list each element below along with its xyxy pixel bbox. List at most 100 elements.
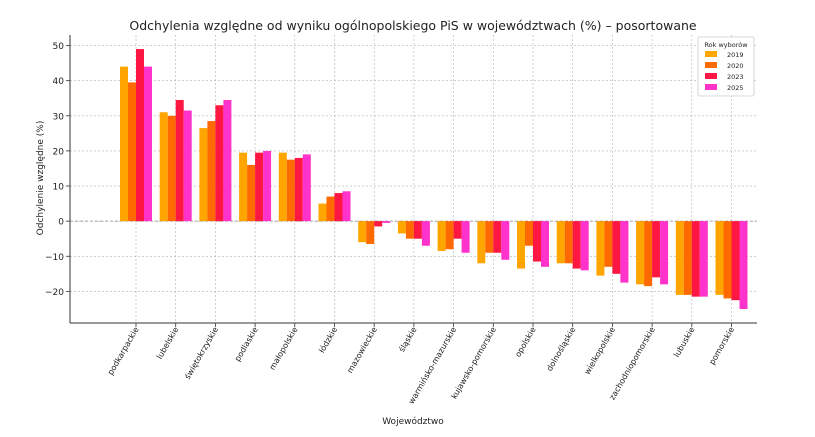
- bar-2020: [366, 221, 375, 244]
- bar-2023: [334, 193, 343, 222]
- bar-2025: [699, 221, 708, 297]
- bar-2025: [620, 221, 629, 283]
- x-tick-label: podlaskie: [233, 325, 260, 363]
- bar-2020: [723, 221, 732, 299]
- bar-2023: [493, 221, 502, 253]
- x-tick-label: podkarpackie: [106, 325, 141, 376]
- x-tick-label: łódzkie: [316, 325, 339, 355]
- bar-2025: [382, 221, 391, 223]
- bar-2020: [405, 221, 414, 239]
- y-tick-label: 40: [53, 77, 65, 87]
- x-tick-label: śląskie: [396, 325, 418, 354]
- x-tick-label: pomorskie: [707, 325, 736, 366]
- bar-2019: [437, 221, 446, 251]
- y-tick-label: 50: [53, 42, 65, 52]
- bar-2019: [715, 221, 724, 295]
- bar-2019: [636, 221, 645, 285]
- legend-swatch-2025: [705, 84, 717, 90]
- bar-2025: [302, 154, 311, 222]
- legend-label-2020: 2020: [727, 62, 744, 70]
- bar-2023: [533, 221, 541, 262]
- bar-2023: [413, 221, 422, 239]
- bar-2020: [445, 221, 454, 250]
- bar-2020: [207, 121, 216, 222]
- bar-2019: [318, 203, 327, 222]
- x-tick-label: wielkopolskie: [583, 325, 617, 376]
- bar-2019: [278, 152, 287, 222]
- bar-2019: [596, 221, 605, 276]
- legend-label-2025: 2025: [727, 84, 744, 92]
- bar-2020: [167, 115, 176, 222]
- bar-2025: [183, 110, 192, 222]
- bar-2023: [374, 221, 383, 227]
- legend: Rok wyborów 2019 2020 2023 2025: [697, 36, 755, 97]
- bar-2023: [453, 221, 462, 239]
- bar-2025: [421, 221, 430, 246]
- x-tick-label: kujawsko-pomorskie: [450, 325, 499, 400]
- legend-swatch-2020: [705, 62, 717, 68]
- bar-2025: [501, 221, 510, 260]
- x-tick-label: świętokrzyskie: [182, 325, 220, 381]
- x-tick-label: lubelskie: [155, 325, 181, 360]
- x-tick-label: małopolskie: [268, 325, 300, 371]
- bar-2020: [604, 221, 613, 267]
- y-axis-label: Odchylenie względne (%): [36, 121, 46, 236]
- legend-title: Rok wyborów: [704, 41, 748, 49]
- x-tick-label: mazowieckie: [345, 325, 379, 374]
- y-tick-label: 0: [58, 218, 64, 228]
- bar-2020: [683, 221, 692, 295]
- bar-2019: [556, 221, 565, 264]
- bar-2025: [541, 221, 549, 267]
- legend-swatch-2019: [705, 51, 717, 57]
- bar-2023: [691, 221, 700, 297]
- y-tick-label: 30: [53, 112, 65, 122]
- bar-2019: [397, 221, 406, 234]
- bar-2019: [120, 66, 128, 222]
- bar-2020: [525, 221, 533, 246]
- bar-2020: [326, 196, 335, 222]
- bar-2025: [660, 221, 669, 285]
- bar-2023: [136, 49, 144, 222]
- bar-2023: [572, 221, 581, 269]
- bar-2023: [652, 221, 661, 278]
- bar-2025: [342, 191, 351, 222]
- bar-2020: [247, 164, 256, 222]
- bar-2023: [255, 152, 264, 222]
- x-tick-label: opolskie: [513, 325, 537, 358]
- y-tick-label: 20: [53, 147, 65, 157]
- bar-2023: [731, 221, 740, 301]
- bar-2019: [477, 221, 486, 264]
- bar-2023: [215, 105, 224, 222]
- bar-2025: [580, 221, 589, 271]
- bar-2020: [644, 221, 653, 287]
- legend-swatch-2023: [705, 73, 717, 79]
- chart-title: Odchylenia względne od wyniku ogólnopols…: [129, 18, 697, 33]
- bar-2025: [144, 66, 152, 222]
- x-tick-label: zachodniopomorskie: [608, 325, 657, 401]
- y-tick-label: 10: [53, 183, 65, 193]
- bar-2023: [612, 221, 621, 274]
- bars: [120, 49, 748, 309]
- bar-2019: [199, 128, 208, 222]
- bar-2019: [239, 152, 248, 222]
- bar-2020: [564, 221, 573, 264]
- bar-2019: [159, 112, 168, 222]
- bar-2025: [739, 221, 748, 309]
- bar-2025: [263, 150, 272, 222]
- legend-label-2019: 2019: [727, 51, 744, 59]
- legend-label-2023: 2023: [727, 73, 744, 81]
- y-tick-label: −10: [45, 253, 64, 263]
- bar-2025: [461, 221, 470, 253]
- bar-2019: [358, 221, 367, 243]
- bar-2023: [175, 99, 184, 222]
- x-axis-label: Województwo: [382, 416, 444, 427]
- x-tick-label: dolnośląskie: [544, 325, 577, 373]
- bar-2020: [128, 82, 136, 222]
- bar-2019: [675, 221, 684, 295]
- bar-2023: [294, 157, 303, 222]
- bar-2025: [223, 99, 232, 222]
- bar-2019: [517, 221, 525, 269]
- x-tick-label: lubuskie: [672, 325, 697, 358]
